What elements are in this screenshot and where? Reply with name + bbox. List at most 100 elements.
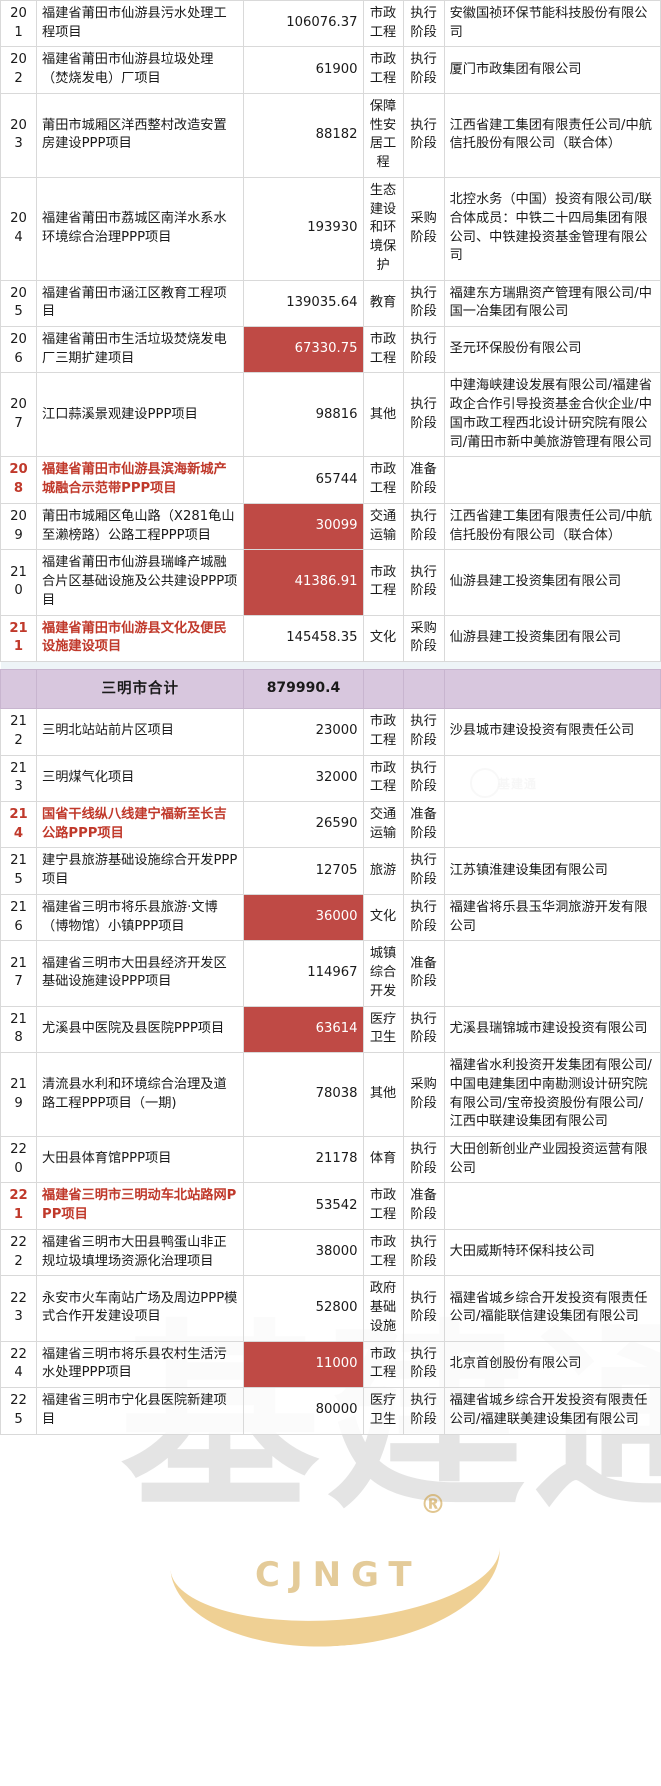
table-row[interactable]: 209 莆田市城厢区龟山路（X281龟山至濑榜路）公路工程PPP项目 30099 交通…: [0, 502, 661, 551]
private-partner-cell: [443, 456, 661, 504]
project-stage-cell: 执行阶段: [402, 1275, 445, 1342]
table-row[interactable]: 214 国省干线纵八线建宁福新至长吉公路PPP项目 26590 交通运输 准备阶段: [0, 800, 661, 849]
watermark-sub-text: CJNGT: [255, 1555, 422, 1595]
private-partner-cell: 江西省建工集团有限责任公司/中航信托股份有限公司（联合体）: [443, 92, 661, 178]
private-partner-cell: 福建省城乡综合开发投资有限责任公司/福建联美建设集团有限公司: [443, 1387, 661, 1435]
project-name-cell: 福建省莆田市荔城区南洋水系水环境综合治理PPP项目: [36, 176, 245, 281]
table-row[interactable]: 218 尤溪县中医院及县医院PPP项目 63614 医疗卫生 执行阶段 尤溪县瑞锦城市建设…: [0, 1005, 661, 1054]
table-row[interactable]: 215 建宁县旅游基础设施综合开发PPP项目 12705 旅游 执行阶段 江苏镇淮建设集团…: [0, 847, 661, 895]
watermark-arc: [164, 1458, 506, 1658]
project-stage-cell: 执行阶段: [402, 1135, 445, 1184]
project-stage-cell: 执行阶段: [402, 1005, 445, 1054]
industry-category-cell: 市政工程: [362, 326, 404, 374]
investment-amount-cell: 52800: [243, 1275, 364, 1342]
investment-amount-cell: 23000: [243, 708, 364, 756]
private-partner-cell: 福建省城乡综合开发投资有限责任公司/福能联信建设集团有限公司: [443, 1275, 661, 1342]
table-row[interactable]: 206 福建省莆田市生活垃圾焚烧发电厂三期扩建项目 67330.75 市政工程 执行阶段…: [0, 326, 661, 374]
project-stage-cell: 执行阶段: [402, 92, 445, 178]
row-index-cell: 212: [0, 708, 38, 756]
subtotal-blank-category: [362, 669, 404, 710]
investment-amount-cell: 88182: [243, 92, 364, 178]
table-row[interactable]: 213 三明煤气化项目 32000 市政工程 执行阶段: [0, 754, 661, 802]
project-stage-cell: 采购阶段: [402, 176, 445, 281]
table-row[interactable]: 225 福建省三明市宁化县医院新建项目 80000 医疗卫生 执行阶段 福建省城乡综合开发…: [0, 1387, 661, 1435]
table-row[interactable]: 202 福建省莆田市仙游县垃圾处理（焚烧发电）厂项目 61900 市政工程 执行阶段 厦门…: [0, 46, 661, 94]
row-index-cell: 203: [0, 92, 38, 178]
section-spacer: [0, 661, 661, 670]
table-row[interactable]: 219 清流县水利和环境综合治理及道路工程PPP项目（一期) 78038 其他 采购阶段…: [0, 1052, 661, 1137]
project-stage-cell: 执行阶段: [402, 1340, 445, 1389]
table-row[interactable]: 223 永安市火车南站广场及周边PPP模式合作开发建设项目 52800 政府基础设施执…: [0, 1275, 661, 1342]
investment-amount-cell: 65744: [243, 456, 364, 504]
table-row[interactable]: 204 福建省莆田市荔城区南洋水系水环境综合治理PPP项目 193930 生态建设和环…: [0, 176, 661, 281]
subtotal-blank-stage: [402, 669, 445, 710]
row-index-cell: 207: [0, 372, 38, 458]
table-row[interactable]: 217 福建省三明市大田县经济开发区基础设施建设PPP项目 114967 城镇综合开发…: [0, 940, 661, 1007]
investment-amount-cell: 145458.35: [243, 614, 364, 663]
project-stage-cell: 执行阶段: [402, 46, 445, 94]
table-row[interactable]: 208 福建省莆田市仙游县滨海新城产城融合示范带PPP项目 65744 市政工程 准备阶…: [0, 456, 661, 504]
project-stage-cell: 准备阶段: [402, 800, 445, 849]
investment-amount-cell: 98816: [243, 372, 364, 458]
project-stage-cell: 准备阶段: [402, 1182, 445, 1230]
table-row[interactable]: 201 福建省莆田市仙游县污水处理工程项目 106076.37 市政工程 执行阶段 安徽国…: [0, 0, 661, 48]
investment-amount-cell: 106076.37: [243, 0, 364, 48]
project-name-cell: 建宁县旅游基础设施综合开发PPP项目: [36, 847, 245, 895]
private-partner-cell: [443, 754, 661, 802]
row-index-cell: 204: [0, 176, 38, 281]
table-row[interactable]: 224 福建省三明市将乐县农村生活污水处理PPP项目 11000 市政工程 执行阶段 北京…: [0, 1340, 661, 1389]
project-stage-cell: 执行阶段: [402, 893, 445, 942]
private-partner-cell: 福建省水利投资开发集团有限公司/中国电建集团中南勘测设计研究院有限公司/宝帝投资…: [443, 1052, 661, 1137]
private-partner-cell: 北京首创股份有限公司: [443, 1340, 661, 1389]
private-partner-cell: [443, 800, 661, 849]
row-index-cell: 215: [0, 847, 38, 895]
project-stage-cell: 执行阶段: [402, 372, 445, 458]
table-row[interactable]: 211 福建省莆田市仙游县文化及便民设施建设项目 145458.35 文化 采购阶段 仙游…: [0, 614, 661, 663]
row-index-cell: 201: [0, 0, 38, 48]
project-stage-cell: 执行阶段: [402, 0, 445, 48]
subtotal-amount: 879990.4: [243, 669, 364, 710]
subtotal-blank-partner: [443, 669, 661, 710]
investment-amount-cell: 114967: [243, 940, 364, 1007]
industry-category-cell: 市政工程: [362, 0, 404, 48]
row-index-cell: 213: [0, 754, 38, 802]
project-name-cell: 福建省三明市大田县经济开发区基础设施建设PPP项目: [36, 940, 245, 1007]
project-name-cell: 三明煤气化项目: [36, 754, 245, 802]
row-index-cell: 209: [0, 502, 38, 551]
industry-category-cell: 交通运输: [362, 502, 404, 551]
industry-category-cell: 保障性安居工程: [362, 92, 404, 178]
table-row[interactable]: 207 江口蒜溪景观建设PPP项目 98816 其他 执行阶段 中建海峡建设发展有限公司/…: [0, 372, 661, 458]
private-partner-cell: 中建海峡建设发展有限公司/福建省政企合作引导投资基金合伙企业/中国市政工程西北设…: [443, 372, 661, 458]
private-partner-cell: 江苏镇淮建设集团有限公司: [443, 847, 661, 895]
project-name-cell: 福建省三明市将乐县旅游·文博（博物馆）小镇PPP项目: [36, 893, 245, 942]
private-partner-cell: 仙游县建工投资集团有限公司: [443, 614, 661, 663]
private-partner-cell: 福建省将乐县玉华洞旅游开发有限公司: [443, 893, 661, 942]
subtotal-label: 三明市合计: [36, 669, 245, 710]
industry-category-cell: 教育: [362, 279, 404, 328]
row-index-cell: 222: [0, 1228, 38, 1277]
table-row[interactable]: 222 福建省三明市大田县鸭蛋山非正规垃圾填埋场资源化治理项目 38000 市政工程执…: [0, 1228, 661, 1277]
table-row[interactable]: 205 福建省莆田市涵江区教育工程项目 139035.64 教育 执行阶段 福建东方瑞鼎资…: [0, 279, 661, 328]
table-row[interactable]: 221 福建省三明市三明动车北站路网PPP项目 53542 市政工程 准备阶段: [0, 1182, 661, 1230]
table-row[interactable]: 212 三明北站站前片区项目 23000 市政工程 执行阶段 沙县城市建设投资有限责任公司: [0, 708, 661, 756]
table-row[interactable]: 220 大田县体育馆PPP项目 21178 体育 执行阶段 大田创新创业产业园投资运营有限…: [0, 1135, 661, 1184]
project-name-cell: 福建省莆田市仙游县文化及便民设施建设项目: [36, 614, 245, 663]
private-partner-cell: 厦门市政集团有限公司: [443, 46, 661, 94]
investment-amount-cell: 67330.75: [243, 326, 364, 374]
row-index-cell: 224: [0, 1340, 38, 1389]
project-name-cell: 江口蒜溪景观建设PPP项目: [36, 372, 245, 458]
investment-amount-cell: 36000: [243, 893, 364, 942]
table-row[interactable]: 210 福建省莆田市仙游县瑞峰产城融合片区基础设施及公共建设PPP项目 41386.…: [0, 549, 661, 616]
project-name-cell: 国省干线纵八线建宁福新至长吉公路PPP项目: [36, 800, 245, 849]
project-name-cell: 尤溪县中医院及县医院PPP项目: [36, 1005, 245, 1054]
project-name-cell: 莆田市城厢区龟山路（X281龟山至濑榜路）公路工程PPP项目: [36, 502, 245, 551]
row-index-cell: 221: [0, 1182, 38, 1230]
private-partner-cell: 北控水务（中国）投资有限公司/联合体成员：中铁二十四局集团有限公司、中铁建投资基…: [443, 176, 661, 281]
table-row[interactable]: 203 莆田市城厢区洋西整村改造安置房建设PPP项目 88182 保障性安居工程 执行阶…: [0, 92, 661, 178]
investment-amount-cell: 41386.91: [243, 549, 364, 616]
project-name-cell: 福建省莆田市仙游县垃圾处理（焚烧发电）厂项目: [36, 46, 245, 94]
private-partner-cell: 尤溪县瑞锦城市建设投资有限公司: [443, 1005, 661, 1054]
table-row[interactable]: 216 福建省三明市将乐县旅游·文博（博物馆）小镇PPP项目 36000 文化 执行阶段…: [0, 893, 661, 942]
investment-amount-cell: 61900: [243, 46, 364, 94]
private-partner-cell: [443, 1182, 661, 1230]
